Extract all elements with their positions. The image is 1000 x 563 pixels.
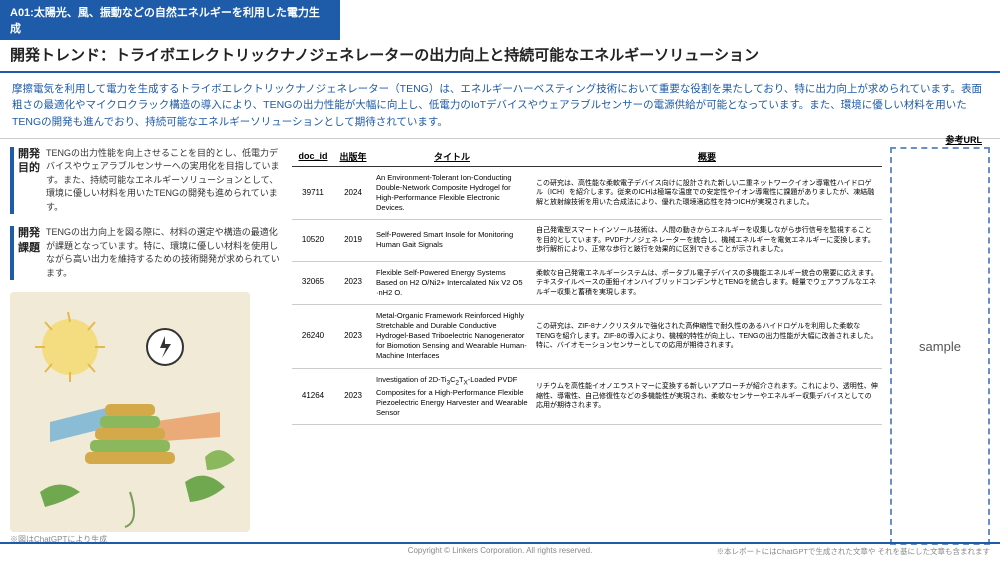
cell-docid: 10520 [292, 220, 334, 261]
cell-year: 2023 [334, 304, 372, 368]
main-content: 開発目的 TENGの出力性能を向上させることを目的とし、低電力デバイスやウェアラ… [0, 139, 1000, 546]
cell-desc: この研究は、高性能な柔軟電子デバイス向けに設計された新しい二重ネットワークイオン… [532, 166, 882, 220]
table-row: 262402023Metal-Organic Framework Reinfor… [292, 304, 882, 368]
cell-title: An Environment-Tolerant Ion-Conducting D… [372, 166, 532, 220]
page-title: 開発トレンド：トライボエレクトリックナノジェネレーターの出力向上と持続可能なエネ… [0, 40, 1000, 73]
challenge-label: 開発課題 [10, 226, 42, 280]
purpose-label: 開発目的 [10, 147, 42, 215]
purpose-text: TENGの出力性能を向上させることを目的とし、低電力デバイスやウェアラブルセンサ… [42, 147, 280, 215]
purpose-section: 開発目的 TENGの出力性能を向上させることを目的とし、低電力デバイスやウェアラ… [10, 147, 280, 215]
category-bar: A01:太陽光、風、振動などの自然エネルギーを利用した電力生成 [0, 0, 340, 40]
col-year: 出版年 [334, 147, 372, 167]
cell-year: 2023 [334, 368, 372, 424]
table-row: 412642023Investigation of 2D-Ti3C2TX-Loa… [292, 368, 882, 424]
footer-note: ※本レポートにはChatGPTで生成された文章や それを基にした文章も含まれます [663, 546, 990, 557]
cell-desc: 柔軟な自己発電エネルギーシステムは、ポータブル電子デバイスの多機能エネルギー統合… [532, 261, 882, 304]
cell-docid: 41264 [292, 368, 334, 424]
cell-docid: 39711 [292, 166, 334, 220]
cell-docid: 32065 [292, 261, 334, 304]
footer-copyright: Copyright © Linkers Corporation. All rig… [337, 546, 664, 557]
right-column: doc_id 出版年 タイトル 概要 397112024An Environme… [292, 147, 990, 546]
table-header-row: doc_id 出版年 タイトル 概要 [292, 147, 882, 167]
cell-desc: この研究は、ZIF-8ナノクリスタルで強化された高伸縮性で耐久性のあるハイドロゲ… [532, 304, 882, 368]
footer-left [10, 546, 337, 557]
data-table: doc_id 出版年 タイトル 概要 397112024An Environme… [292, 147, 882, 425]
footer: Copyright © Linkers Corporation. All rig… [0, 542, 1000, 559]
energy-illustration-icon [10, 292, 250, 532]
table-row: 397112024An Environment-Tolerant Ion-Con… [292, 166, 882, 220]
cell-desc: 自己発電型スマートインソール技術は、人間の動きからエネルギーを収集しながら歩行信… [532, 220, 882, 261]
data-table-wrap: doc_id 出版年 タイトル 概要 397112024An Environme… [292, 147, 882, 546]
challenge-section: 開発課題 TENGの出力向上を図る際に、材料の選定や構造の最適化が課題となってい… [10, 226, 280, 280]
sample-label: sample [919, 339, 961, 354]
col-title: タイトル [372, 147, 532, 167]
cell-docid: 26240 [292, 304, 334, 368]
cell-year: 2023 [334, 261, 372, 304]
col-url-header: 参考URL [946, 133, 983, 146]
table-row: 320652023Flexible Self-Powered Energy Sy… [292, 261, 882, 304]
reference-url-box: sample [890, 147, 990, 546]
cell-title: Investigation of 2D-Ti3C2TX-Loaded PVDF … [372, 368, 532, 424]
cell-desc: リチウムを高性能イオノエラストマーに変換する新しいアプローチが紹介されます。これ… [532, 368, 882, 424]
summary-text: 摩擦電気を利用して電力を生成するトライボエレクトリックナノジェネレーター（TEN… [0, 73, 1000, 139]
illustration-image [10, 292, 250, 532]
cell-year: 2019 [334, 220, 372, 261]
col-docid: doc_id [292, 147, 334, 167]
cell-year: 2024 [334, 166, 372, 220]
cell-title: Flexible Self-Powered Energy Systems Bas… [372, 261, 532, 304]
left-column: 開発目的 TENGの出力性能を向上させることを目的とし、低電力デバイスやウェアラ… [10, 147, 280, 546]
table-row: 105202019Self-Powered Smart Insole for M… [292, 220, 882, 261]
col-desc: 概要 [532, 147, 882, 167]
challenge-text: TENGの出力向上を図る際に、材料の選定や構造の最適化が課題となっています。特に… [42, 226, 280, 280]
cell-title: Metal-Organic Framework Reinforced Highl… [372, 304, 532, 368]
cell-title: Self-Powered Smart Insole for Monitoring… [372, 220, 532, 261]
